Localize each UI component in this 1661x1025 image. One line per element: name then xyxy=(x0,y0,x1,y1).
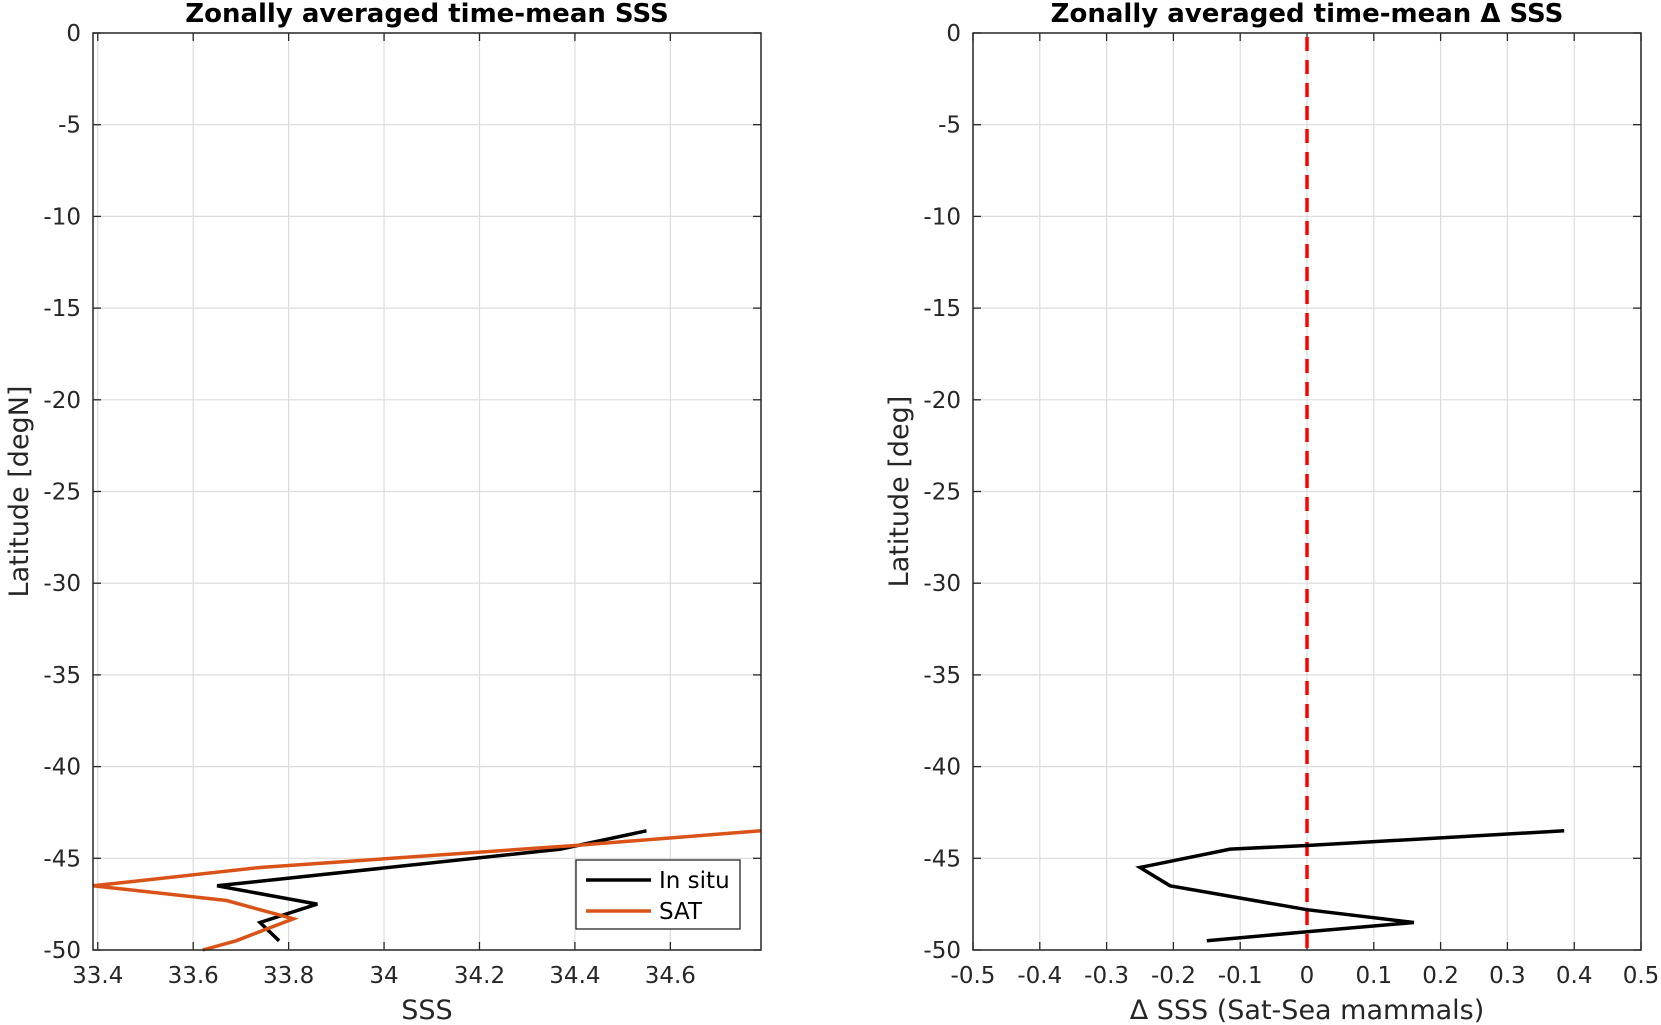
x-tick-label: 0.1 xyxy=(1356,963,1393,989)
y-tick-label: -10 xyxy=(43,204,81,230)
x-tick-label: -0.5 xyxy=(951,963,996,989)
x-tick-label: 0.4 xyxy=(1556,963,1593,989)
axes-box xyxy=(92,32,762,951)
y-tick-label: -25 xyxy=(923,480,961,506)
x-tick-label: 0 xyxy=(1300,963,1315,989)
x-axis-label: SSS xyxy=(401,995,452,1025)
chart-title: Zonally averaged time-mean Δ SSS xyxy=(1051,0,1564,29)
y-tick-label: -30 xyxy=(43,571,81,597)
panel-left-sss: 33.4 33.6 33.8 34 34.2 34.4 34.6 0 -5 -10 -15 -20 -2… xyxy=(4,0,762,1025)
y-tick-label: -5 xyxy=(938,113,961,139)
x-tick-label: 34 xyxy=(369,963,398,989)
x-tick-label: -0.1 xyxy=(1218,963,1263,989)
y-tick-label: -10 xyxy=(923,204,961,230)
x-tick-label: -0.4 xyxy=(1017,963,1062,989)
y-tick-label: -25 xyxy=(43,480,81,506)
x-tick-label: 34.4 xyxy=(549,963,600,989)
y-tick-label: -35 xyxy=(923,663,961,689)
y-tick-label: -20 xyxy=(43,388,81,414)
y-tick-label: -15 xyxy=(923,296,961,322)
y-tick-label: -15 xyxy=(43,296,81,322)
series-line-delta-sss xyxy=(1135,829,1565,943)
y-axis-label: Latitude [deg] xyxy=(884,396,915,588)
legend-label: SAT xyxy=(659,899,703,925)
y-axis-label: Latitude [degN] xyxy=(4,386,35,598)
x-tick-label: 33.6 xyxy=(168,963,219,989)
y-tick-label: -35 xyxy=(43,663,81,689)
y-tick-label: -5 xyxy=(58,113,81,139)
y-tick-label: -20 xyxy=(923,388,961,414)
legend-box xyxy=(575,859,741,930)
chart-title: Zonally averaged time-mean SSS xyxy=(185,0,669,29)
x-tick-label: 34.2 xyxy=(454,963,505,989)
y-tick-label: -50 xyxy=(43,938,81,964)
series-line-sat xyxy=(92,829,762,952)
x-tick-label: 0.5 xyxy=(1623,963,1660,989)
y-tick-label: -45 xyxy=(923,846,961,872)
legend: In situ SAT xyxy=(575,859,741,930)
y-tick-label: -30 xyxy=(923,571,961,597)
panel-right-delta-sss: -0.5 -0.4 -0.3 -0.2 -0.1 0 0.1 0.2 0.3 0.4 0.5 0 -5 -… xyxy=(884,0,1659,1025)
y-tick-label: -45 xyxy=(43,846,81,872)
y-tick-label: -40 xyxy=(43,755,81,781)
legend-label: In situ xyxy=(659,868,730,894)
x-tick-label: -0.2 xyxy=(1151,963,1196,989)
x-tick-label: 0.2 xyxy=(1422,963,1459,989)
y-tick-label: 0 xyxy=(66,21,81,47)
x-tick-label: 33.8 xyxy=(263,963,314,989)
y-tick-label: -50 xyxy=(923,938,961,964)
x-axis-label: Δ SSS (Sat-Sea mammals) xyxy=(1130,995,1485,1025)
y-tick-label: -40 xyxy=(923,755,961,781)
x-tick-label: -0.3 xyxy=(1084,963,1129,989)
axes-box xyxy=(972,32,1642,951)
x-tick-label: 0.3 xyxy=(1489,963,1526,989)
x-tick-label: 33.4 xyxy=(72,963,123,989)
x-tick-label: 34.6 xyxy=(645,963,696,989)
y-tick-label: 0 xyxy=(946,21,961,47)
